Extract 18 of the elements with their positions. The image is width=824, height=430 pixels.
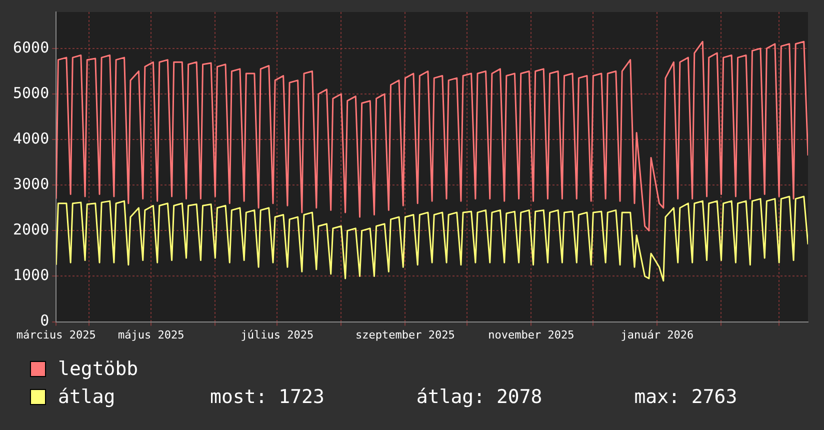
text: max: 2763 (634, 386, 738, 408)
legend-label: legtöbb (58, 358, 138, 380)
y-tick-label: 4000 (13, 129, 50, 148)
x-tick-label: január 2026 (620, 328, 694, 342)
y-tick-label: 5000 (13, 84, 50, 102)
x-tick-label: május 2025 (118, 328, 184, 342)
x-tick-label: november 2025 (488, 328, 574, 342)
legend-label: átlag (58, 386, 116, 408)
y-tick-label: 3000 (13, 175, 50, 194)
x-tick-label: július 2025 (240, 328, 314, 342)
x-tick-label: március 2025 (16, 328, 96, 342)
text: átlag: 2078 (416, 386, 542, 408)
y-tick-label: 6000 (13, 38, 50, 56)
x-tick-label: szeptember 2025 (356, 328, 455, 342)
y-tick-label: 1000 (13, 266, 50, 284)
y-tick-label: 0 (40, 312, 50, 330)
text: most: 1723 (210, 386, 324, 408)
y-tick-label: 2000 (13, 220, 50, 239)
